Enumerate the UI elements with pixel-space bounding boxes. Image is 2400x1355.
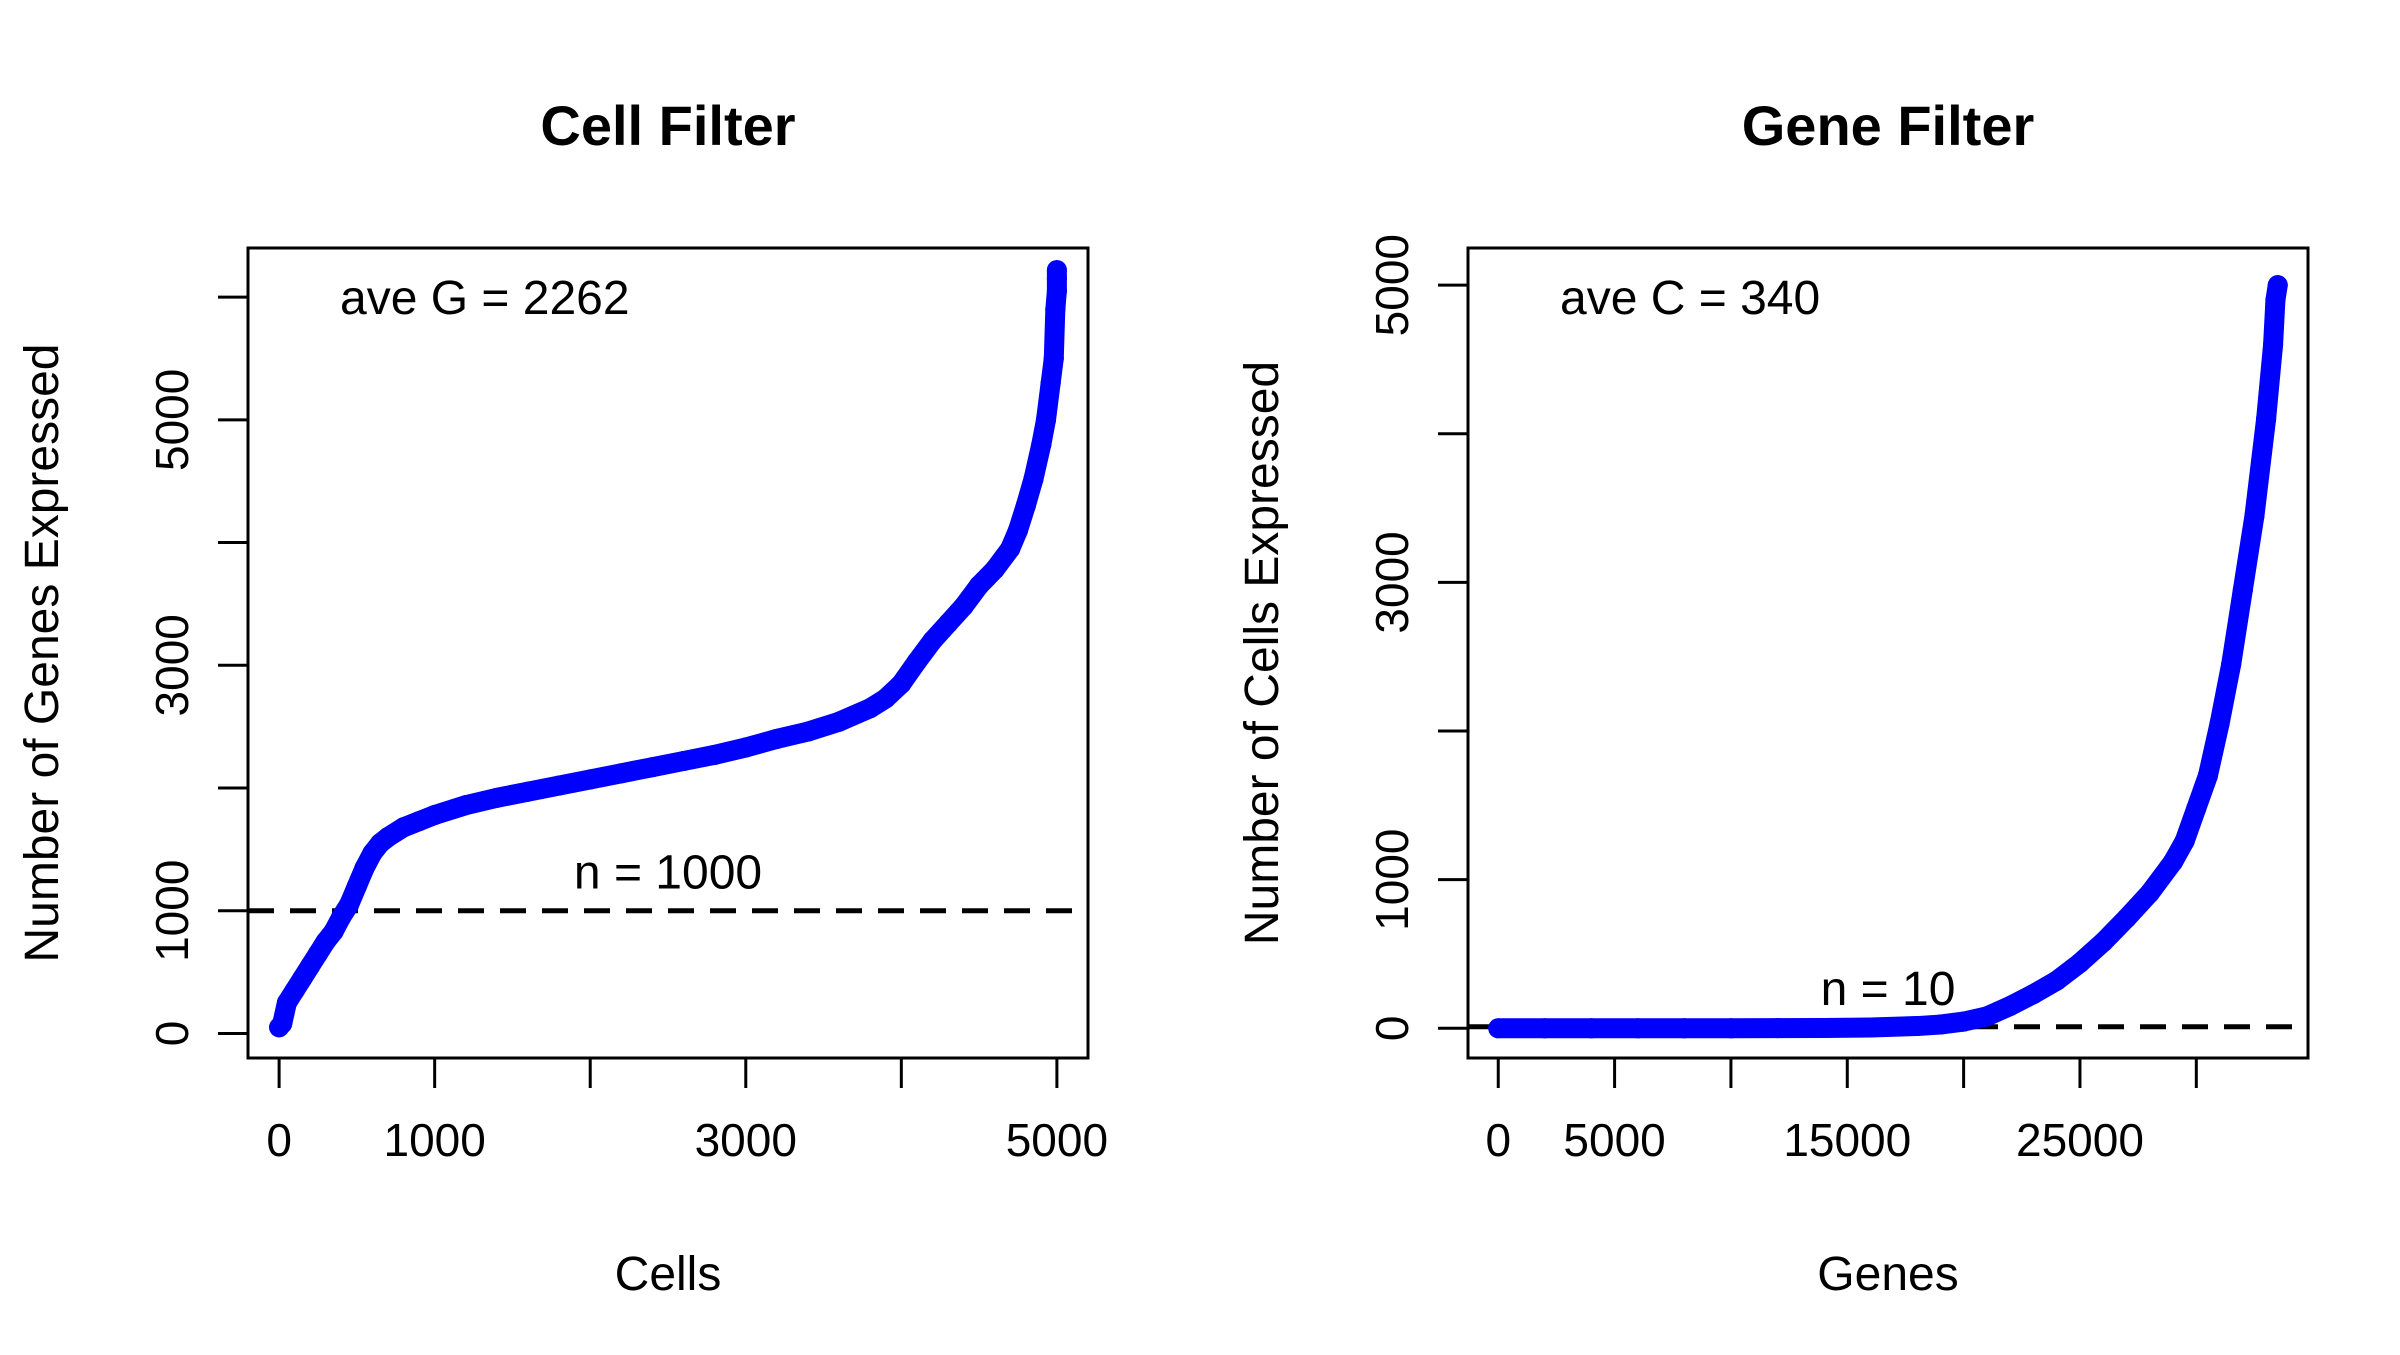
y-axis-label: Number of Genes Expressed (16, 344, 69, 963)
data-points (269, 260, 1067, 1037)
x-tick-label: 0 (1485, 1114, 1511, 1166)
y-tick-label: 1000 (1366, 828, 1418, 930)
x-tick-label: 5000 (1563, 1114, 1665, 1166)
threshold-label: n = 1000 (574, 847, 762, 900)
chart-panel-1: Cell Filter n = 1000 ave G = 2262 0 1000 3000… (16, 94, 1108, 1301)
y-tick-label: 3000 (146, 614, 198, 716)
data-point (1047, 260, 1067, 280)
x-tick-label: 1000 (383, 1114, 485, 1166)
chart-title: Gene Filter (1742, 94, 2035, 157)
y-tick-label: 0 (1366, 1015, 1418, 1041)
x-axis-label: Cells (615, 1248, 722, 1301)
y-tick-label: 5000 (1366, 234, 1418, 336)
y-tick-label: 1000 (146, 860, 198, 962)
x-tick-label: 25000 (2016, 1114, 2144, 1166)
x-tick-label: 0 (266, 1114, 292, 1166)
y-tick-label: 5000 (146, 369, 198, 471)
threshold-label: n = 10 (1821, 963, 1956, 1016)
x-tick-label: 5000 (1006, 1114, 1108, 1166)
data-segment (2254, 419, 2266, 516)
data-points (1488, 275, 2288, 1038)
chart-title: Cell Filter (540, 94, 795, 157)
data-segment (2231, 590, 2243, 664)
annotation-text: ave G = 2262 (340, 272, 630, 325)
x-axis-label: Genes (1817, 1248, 1958, 1301)
x-tick-label: 15000 (1783, 1114, 1911, 1166)
data-segment (2243, 516, 2255, 590)
y-tick-label: 0 (146, 1021, 198, 1047)
annotation-text: ave C = 340 (1560, 272, 1820, 325)
chart-panel-2: Gene Filter n = 10 ave C = 340 0 5000 15000 25… (1236, 94, 2308, 1301)
y-axis-label: Number of Cells Expressed (1236, 361, 1289, 945)
data-point (2268, 275, 2288, 295)
data-segment (2266, 345, 2273, 419)
x-tick-label: 3000 (695, 1114, 797, 1166)
y-tick-label: 3000 (1366, 531, 1418, 633)
